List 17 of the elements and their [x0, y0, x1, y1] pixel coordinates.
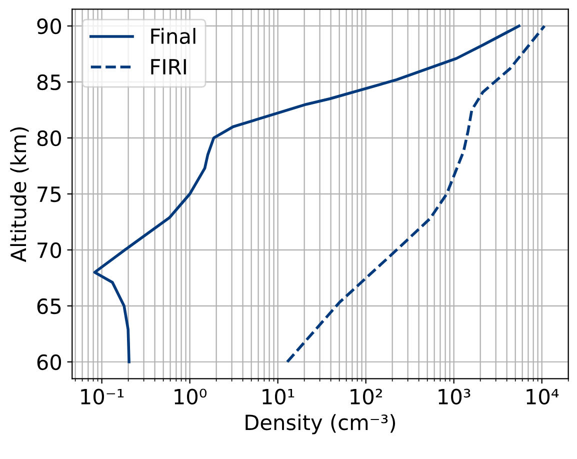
y-tick-label: 90: [37, 18, 62, 34]
x-tick-label: 10³: [438, 388, 470, 405]
x-tick-label: 10⁻¹: [81, 388, 124, 405]
y-tick-label: 65: [37, 298, 61, 314]
y-tick-label: 70: [38, 242, 62, 258]
legend-label: FIRI: [151, 59, 186, 74]
y-axis-title: Altitude (km): [10, 127, 29, 262]
x-tick-label: 10⁰: [174, 388, 207, 405]
legend-label: Final: [151, 28, 196, 44]
x-axis-title: Density (cm⁻³): [246, 414, 396, 434]
y-tick-label: 80: [37, 130, 62, 146]
x-tick-label: 10⁴: [526, 388, 559, 405]
x-tick-label: 10¹: [262, 388, 294, 405]
y-tick-label: 60: [37, 354, 62, 370]
y-tick-label: 75: [38, 186, 61, 202]
y-tick-label: 85: [37, 74, 61, 90]
x-tick-label: 10²: [350, 388, 382, 405]
